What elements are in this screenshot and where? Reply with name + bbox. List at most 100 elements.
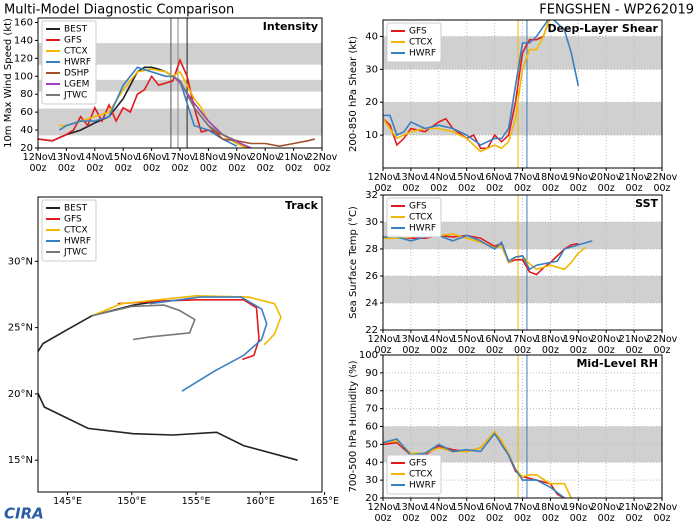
x-tick-label: 155°E [181, 496, 211, 507]
y-tick-label: 26 [365, 271, 378, 282]
y-tick-label: 20 [365, 97, 378, 108]
legend-label: GFS [409, 27, 427, 37]
x-tick-label: 12Nov 00z [367, 502, 399, 524]
band [38, 43, 322, 65]
panel-title: Deep-Layer Shear [547, 22, 658, 35]
legend-label: GFS [409, 459, 427, 469]
series-line [149, 296, 268, 392]
x-tick-label: 13Nov 00z [395, 502, 427, 524]
x-tick-label: 18Nov 00z [535, 502, 566, 524]
legend-label: HWRF [64, 58, 91, 68]
y-tick-label: 60 [20, 107, 33, 118]
x-tick-label: 13Nov 00z [51, 152, 82, 174]
x-tick-label: 21Nov 00z [618, 172, 650, 194]
x-tick-label: 19Nov 00z [562, 502, 594, 524]
x-tick-label: 22Nov 00z [646, 502, 678, 524]
y-tick-label: 28 [365, 244, 378, 255]
x-tick-label: 16Nov 00z [136, 152, 167, 174]
x-tick-label: 20Nov 00z [590, 502, 622, 524]
plot-area [38, 294, 298, 461]
y-tick-label: 10 [365, 130, 378, 141]
x-tick-label: 12Nov 00z [367, 334, 399, 356]
y-tick-label: 15°N [8, 455, 33, 466]
x-tick-label: 17Nov 00z [164, 152, 196, 174]
x-tick-label: 20Nov 00z [590, 334, 622, 356]
y-tick-label: 50 [365, 439, 378, 450]
x-tick-label: 165°E [310, 496, 340, 507]
x-tick-label: 12Nov 00z [367, 172, 399, 194]
x-tick-label: 19Nov 00z [562, 172, 594, 194]
y-tick-label: 60 [365, 422, 378, 433]
x-tick-label: 13Nov 00z [395, 172, 427, 194]
panel-title: Mid-Level RH [576, 357, 658, 370]
series-line [91, 294, 282, 346]
band [38, 79, 322, 92]
y-tick-label: 20°N [8, 389, 33, 400]
frame [382, 194, 663, 331]
series-line [172, 75, 238, 142]
series-line [383, 432, 565, 498]
legend-label: BEST [64, 25, 88, 35]
y-tick-label: 140 [14, 35, 33, 46]
logo: CIRA [4, 505, 44, 523]
x-tick-label: 19Nov 00z [221, 152, 253, 174]
y-tick-label: 30 [365, 217, 378, 228]
y-axis-label: 10m Max Wind Speed (kt) [3, 18, 14, 148]
series-line [58, 66, 238, 147]
y-tick-label: 100 [14, 71, 33, 82]
legend-label: HWRF [64, 237, 91, 247]
y-tick-label: 80 [365, 386, 378, 397]
y-tick-label: 32 [365, 190, 378, 201]
y-tick-label: 40 [365, 457, 378, 468]
frame [37, 17, 323, 149]
frame [382, 19, 663, 169]
legend-label: GFS [409, 202, 427, 212]
legend-label: JTWC [63, 248, 87, 258]
y-tick-label: 160 [14, 17, 33, 28]
x-tick-label: 17Nov 00z [507, 172, 538, 194]
panel-title: Track [285, 199, 319, 212]
x-tick-label: 21Nov 00z [618, 502, 650, 524]
storm-header: FENGSHEN - WP262019 [539, 3, 694, 18]
x-tick-label: 15Nov 00z [451, 502, 483, 524]
y-tick-label: 30 [365, 475, 378, 486]
y-tick-label: 70 [365, 404, 378, 415]
legend-label: HWRF [409, 481, 436, 491]
band [38, 108, 322, 136]
x-tick-label: 20Nov 00z [590, 172, 622, 194]
legend-label: CTCX [64, 47, 88, 57]
y-axis-label: 700-500 hPa Humidity (%) [348, 360, 359, 492]
x-tick-label: 150°E [117, 496, 147, 507]
x-tick-label: 160°E [245, 496, 275, 507]
y-tick-label: 40 [365, 31, 378, 42]
series-line [383, 20, 580, 146]
y-tick-label: 120 [14, 53, 33, 64]
band [383, 276, 662, 303]
y-tick-label: 40 [20, 125, 33, 136]
x-tick-label: 22Nov 00z [306, 152, 338, 174]
y-tick-label: 90 [365, 368, 378, 379]
legend-label: CTCX [409, 213, 433, 223]
series-line [117, 299, 260, 361]
series-line [38, 300, 298, 461]
x-tick-label: 18Nov 00z [193, 152, 224, 174]
legend-label: GFS [64, 36, 82, 46]
y-tick-label: 20 [20, 143, 33, 154]
legend-label: GFS [64, 215, 82, 225]
x-tick-label: 22Nov 00z [646, 172, 678, 194]
y-axis-label: 200-850 hPa Shear (kt) [348, 36, 359, 152]
legend-label: HWRF [409, 49, 436, 59]
y-tick-label: 100 [359, 350, 378, 361]
x-tick-label: 16Nov 00z [479, 172, 510, 194]
legend-label: DSHP [64, 69, 89, 79]
x-tick-label: 14Nov 00z [423, 334, 455, 356]
plot-area [38, 18, 322, 148]
legend-label: LGEM [64, 80, 89, 90]
x-tick-label: 15Nov 00z [451, 172, 483, 194]
frame [37, 196, 323, 493]
legend-label: HWRF [409, 224, 436, 234]
legend-label: BEST [64, 204, 88, 214]
x-tick-label: 22Nov 00z [646, 334, 678, 356]
